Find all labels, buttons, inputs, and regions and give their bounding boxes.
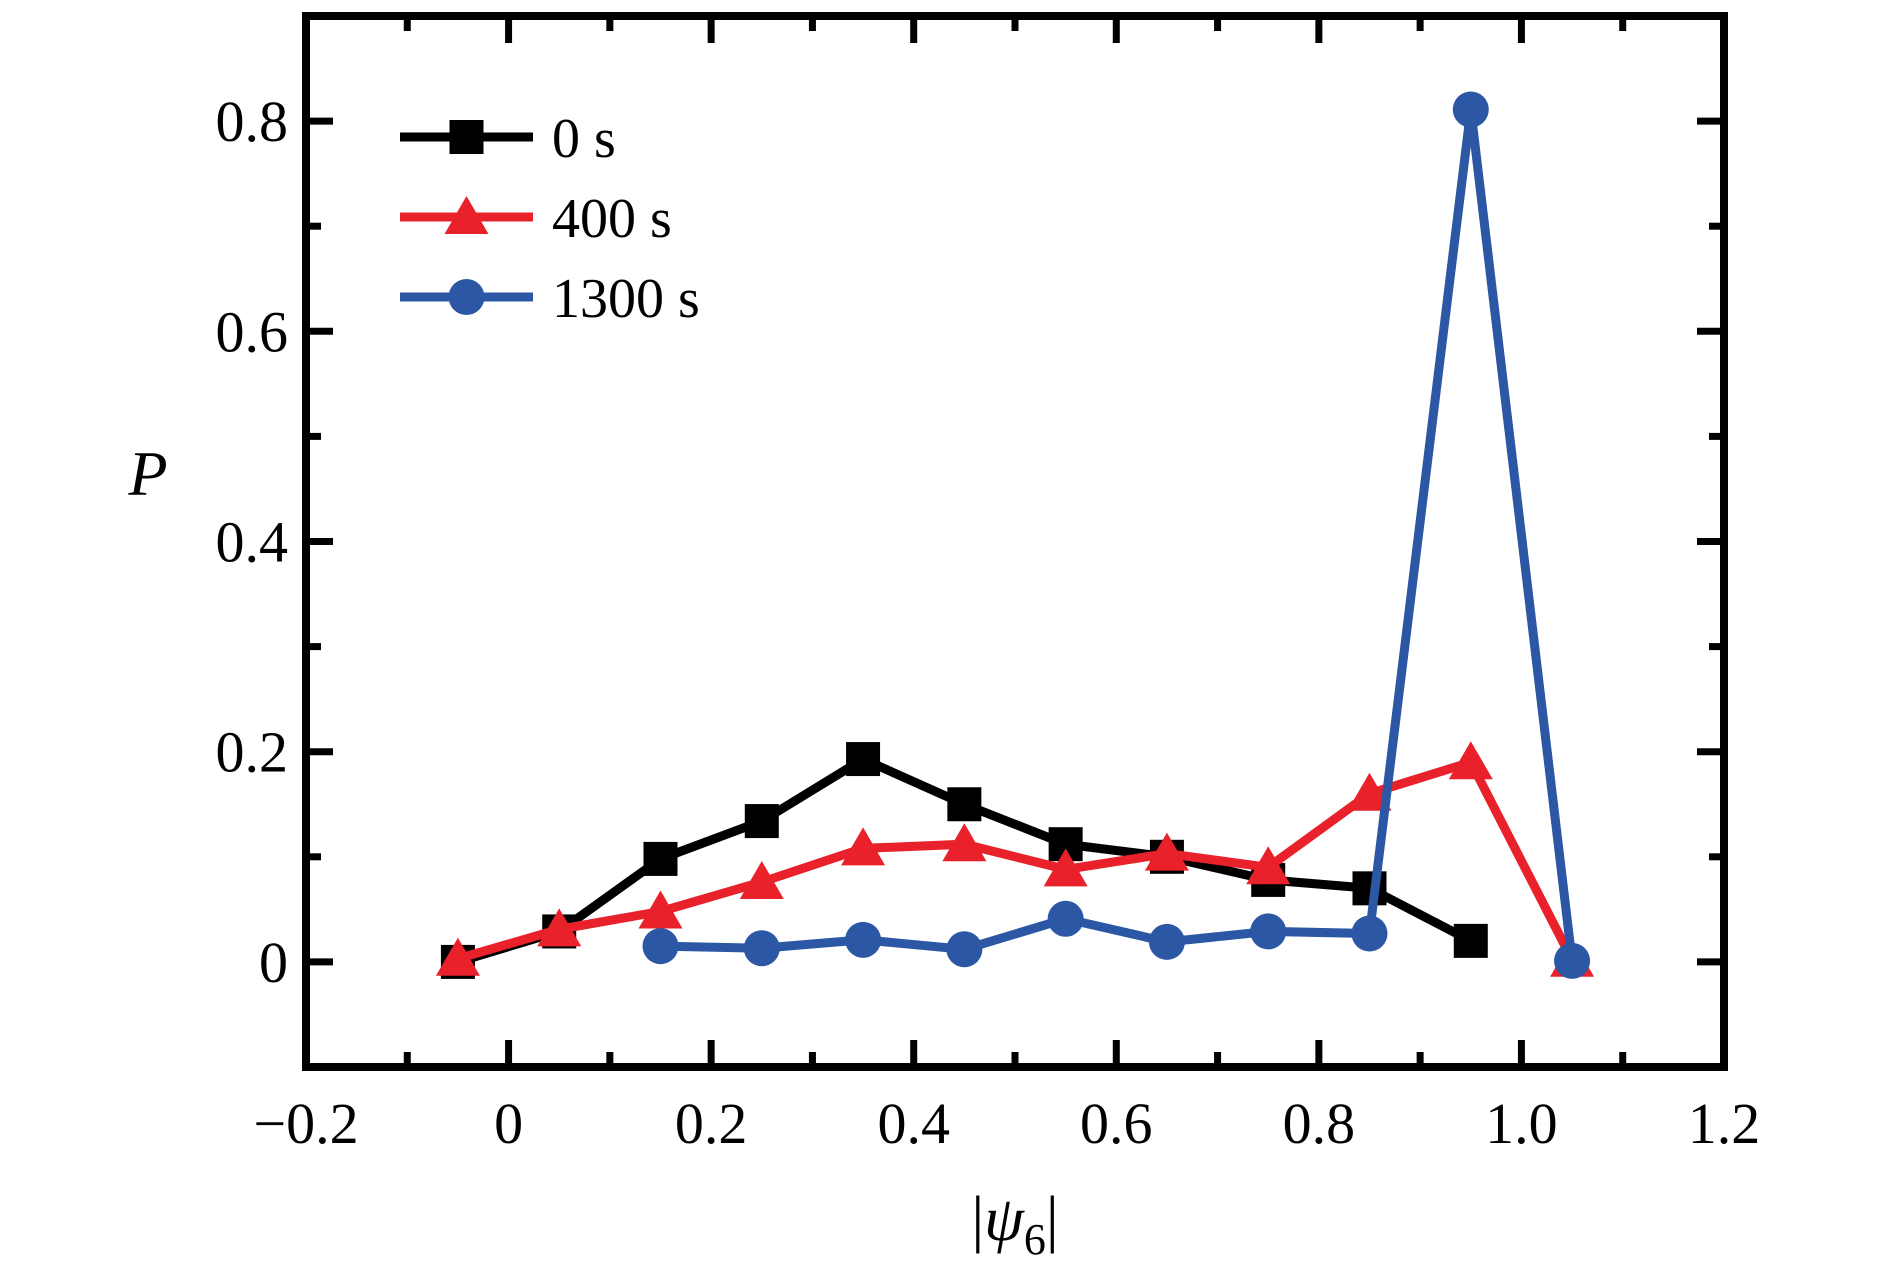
- data-point-marker-square: [846, 742, 881, 777]
- data-point-marker-circle: [1351, 915, 1388, 952]
- data-point-marker-circle: [1148, 923, 1185, 960]
- data-point-marker-square: [744, 804, 779, 839]
- data-point-marker-triangle: [1347, 772, 1392, 811]
- x-axis-title: |ψ6|: [971, 1183, 1058, 1264]
- data-point-marker-triangle: [841, 827, 886, 866]
- data-point-marker-circle: [946, 931, 983, 968]
- y-axis-tick-label: 0.8: [216, 89, 289, 154]
- legend-label: 1300 s: [552, 268, 700, 330]
- data-point-marker-triangle: [638, 890, 683, 929]
- y-axis-tick-label: 0.2: [216, 720, 289, 785]
- y-axis-tick-label: 0.6: [216, 299, 289, 364]
- data-point-marker-circle: [1047, 900, 1084, 937]
- y-axis-title: P: [127, 438, 167, 509]
- data-point-marker-triangle: [739, 861, 784, 900]
- x-axis-tick-label: 1.0: [1485, 1091, 1558, 1156]
- data-point-marker-circle: [448, 279, 485, 315]
- x-axis-tick-label: 0.8: [1283, 1091, 1356, 1156]
- legend-label: 400 s: [552, 188, 672, 250]
- data-point-marker-square: [643, 841, 678, 876]
- data-point-marker-circle: [743, 930, 780, 967]
- y-axis-tick-label: 0.4: [216, 510, 289, 575]
- data-point-marker-triangle: [1144, 832, 1189, 871]
- data-point-marker-triangle: [537, 908, 582, 947]
- data-point-marker-triangle: [942, 823, 987, 862]
- plot-frame: [302, 12, 1728, 1071]
- data-point-marker-square: [947, 787, 982, 822]
- x-axis-tick-label: 0.2: [675, 1091, 748, 1156]
- legend-label: 0 s: [552, 108, 616, 170]
- data-point-marker-triangle: [1246, 846, 1291, 885]
- x-axis-tick-label: 1.2: [1688, 1091, 1761, 1156]
- x-axis-tick-label: −0.2: [253, 1091, 358, 1156]
- data-point-marker-square: [1453, 923, 1488, 958]
- data-point-marker-triangle: [435, 937, 480, 976]
- y-axis-tick-label: 0: [259, 930, 288, 995]
- x-axis-tick-label: 0: [494, 1091, 523, 1156]
- data-point-marker-triangle: [1448, 741, 1493, 780]
- data-point-marker-circle: [1250, 913, 1287, 950]
- data-point-marker-circle: [845, 921, 882, 958]
- data-point-marker-triangle: [1043, 848, 1088, 887]
- series-line-3: [660, 108, 1577, 962]
- data-point-marker-square: [449, 120, 484, 154]
- data-point-marker-circle: [1452, 91, 1489, 128]
- x-axis-tick-label: 0.4: [877, 1091, 950, 1156]
- data-point-marker-circle: [1554, 942, 1591, 979]
- data-point-marker-triangle: [444, 196, 489, 234]
- data-point-marker-circle: [642, 928, 679, 965]
- x-axis-tick-label: 0.6: [1080, 1091, 1153, 1156]
